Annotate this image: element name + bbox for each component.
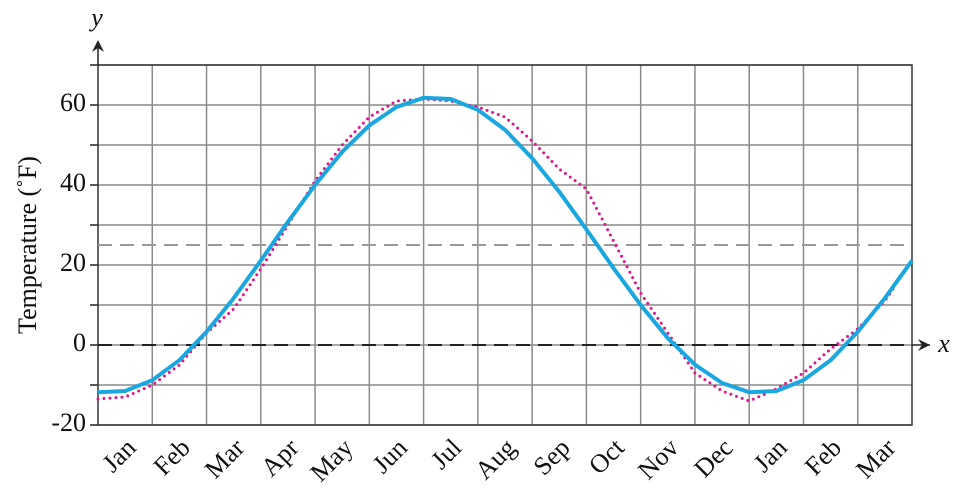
x-tick-label: Mar: [850, 433, 901, 484]
y-tick-label: 0: [73, 328, 86, 357]
x-axis-arrowhead: [918, 339, 930, 351]
x-tick-label: Feb: [148, 433, 196, 481]
x-tick-label: Jan: [97, 433, 142, 478]
model-curve: [97, 95, 914, 395]
x-tick-label: Jun: [367, 433, 413, 479]
x-tick-label: May: [304, 433, 358, 487]
x-tick-label: Oct: [583, 432, 631, 480]
x-tick-label: Apr: [255, 433, 304, 482]
y-tick-label: 40: [60, 168, 86, 197]
x-tick-label: Jan: [748, 433, 793, 478]
y-tick-label: -20: [51, 408, 86, 437]
x-tick-label: Nov: [632, 433, 684, 485]
x-tick-label: Aug: [469, 433, 521, 485]
x-tick-label: Dec: [688, 433, 738, 483]
y-tick-label: 20: [60, 248, 86, 277]
x-tick-label: Sep: [528, 433, 576, 481]
y-tick-label: 60: [60, 88, 86, 117]
x-tick-label: Feb: [799, 433, 847, 481]
x-axis-label: x: [937, 329, 950, 358]
y-axis-label: y: [88, 3, 103, 32]
x-tick-label: Jul: [425, 433, 467, 475]
x-tick-label: Mar: [199, 433, 250, 484]
y-axis-arrowhead: [92, 40, 104, 52]
y-axis-title: Temperature (˚F): [13, 156, 42, 334]
